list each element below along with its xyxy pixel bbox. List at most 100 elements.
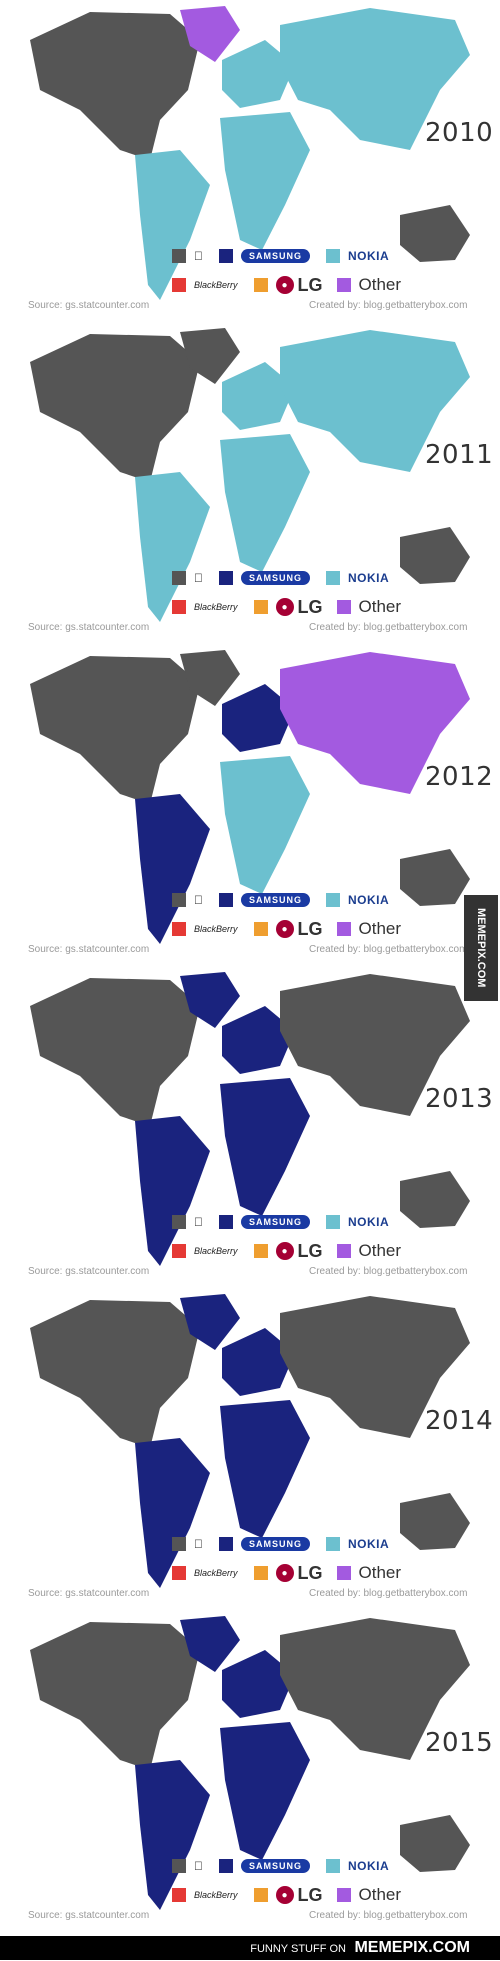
other-label: Other [358, 1563, 402, 1582]
nokia-swatch [326, 249, 341, 263]
region-greenland [180, 650, 240, 706]
blackberry-swatch [172, 1244, 186, 1258]
apple-icon:  [194, 571, 203, 585]
blackberry-swatch [172, 1566, 186, 1580]
source-text: Source: gs.statcounter.com [28, 1588, 150, 1599]
world-map [30, 328, 470, 622]
legend-row-1:  SAMSUNG NOKIA [172, 889, 389, 911]
lg-swatch [253, 1888, 268, 1902]
map-panel-2014: 2014  SAMSUNG NOKIA BlackBerry ●LG Othe… [0, 1288, 500, 1610]
region-south-america [135, 472, 210, 622]
blackberry-swatch [172, 600, 186, 614]
source-text: Source: gs.statcounter.com [28, 622, 150, 633]
other-swatch [336, 600, 351, 614]
year-label: 2014 [425, 1406, 494, 1436]
other-swatch [336, 1888, 351, 1902]
world-map [30, 1294, 470, 1588]
nokia-swatch [326, 1215, 341, 1229]
nokia-swatch [326, 571, 341, 585]
region-north-america [30, 1622, 200, 1770]
region-australia [400, 1171, 470, 1228]
region-asia [280, 330, 470, 472]
legend-row-1:  SAMSUNG NOKIA [172, 245, 389, 267]
other-label: Other [358, 275, 402, 294]
legend-row-2: BlackBerry ● LG Other [172, 1562, 401, 1584]
created-by-text: Created by: blog.getbatterybox.com [309, 300, 468, 311]
other-label: Other [358, 919, 402, 938]
world-map [30, 6, 470, 300]
region-north-america [30, 12, 200, 160]
lg-swatch [253, 922, 268, 936]
apple-icon:  [194, 1859, 203, 1873]
apple-icon:  [194, 249, 203, 263]
lg-icon: ● [275, 598, 294, 616]
lg-icon: ● [275, 1886, 294, 1904]
lg-logo: ● LG [275, 1885, 323, 1906]
lg-swatch [253, 1566, 268, 1580]
apple-swatch [172, 249, 186, 263]
nokia-logo: NOKIA [339, 1537, 389, 1551]
samsung-logo: SAMSUNG [241, 571, 311, 585]
map-panel-2012: 2012  SAMSUNG NOKIA BlackBerry ●LG Othe… [0, 644, 500, 966]
region-australia [400, 527, 470, 584]
region-asia [280, 1296, 470, 1438]
map-panel-2011: 2011  SAMSUNG NOKIA BlackBerry ●LG Othe… [0, 322, 500, 644]
region-asia [280, 8, 470, 150]
other-swatch [336, 1566, 351, 1580]
nokia-logo: NOKIA [339, 571, 389, 585]
region-north-america [30, 1300, 200, 1448]
world-map [30, 650, 470, 944]
lg-swatch [253, 1244, 268, 1258]
blackberry-swatch [172, 1888, 186, 1902]
region-greenland [180, 1616, 240, 1672]
world-map [30, 1616, 470, 1910]
blackberry-swatch [172, 922, 186, 936]
other-swatch [336, 278, 351, 292]
lg-icon: ● [275, 920, 294, 938]
region-asia [280, 1618, 470, 1760]
blackberry-logo: BlackBerry [194, 1246, 238, 1256]
region-africa [220, 1722, 310, 1860]
samsung-logo: SAMSUNG [241, 249, 311, 263]
source-text: Source: gs.statcounter.com [28, 300, 150, 311]
blackberry-logo: BlackBerry [194, 924, 238, 934]
region-europe [222, 362, 295, 430]
region-south-america [135, 794, 210, 944]
legend-row-1:  SAMSUNG NOKIA [172, 1533, 389, 1555]
blackberry-logo: BlackBerry [194, 602, 238, 612]
legend-row-1:  SAMSUNG NOKIA [172, 1855, 389, 1877]
source-text: Source: gs.statcounter.com [28, 1266, 150, 1277]
legend-row-2: BlackBerry ● LG Other [172, 274, 401, 296]
region-greenland [180, 972, 240, 1028]
lg-swatch [253, 278, 268, 292]
legend-row-2: BlackBerry ● LG Other [172, 1884, 401, 1906]
region-europe [222, 1650, 295, 1718]
region-australia [400, 849, 470, 906]
other-label: Other [358, 597, 402, 616]
legend-row-1:  SAMSUNG NOKIA [172, 567, 389, 589]
region-europe [222, 1328, 295, 1396]
footer-bar[interactable]: FUNNY STUFF ON MEMEPIX.COM [0, 1936, 500, 1960]
apple-icon:  [194, 1537, 203, 1551]
year-label: 2013 [425, 1084, 494, 1114]
nokia-swatch [326, 1859, 341, 1873]
region-south-america [135, 1116, 210, 1266]
footer-prefix: FUNNY STUFF ON [250, 1943, 346, 1955]
region-africa [220, 112, 310, 250]
footer-brand-link[interactable]: MEMEPIX.COM [354, 1939, 470, 1956]
blackberry-logo: BlackBerry [194, 1568, 238, 1578]
lg-icon: ● [275, 276, 294, 294]
region-greenland [180, 1294, 240, 1350]
source-text: Source: gs.statcounter.com [28, 944, 150, 955]
world-map [30, 972, 470, 1266]
created-by-text: Created by: blog.getbatterybox.com [309, 622, 468, 633]
region-greenland [180, 328, 240, 384]
memepix-side-tag: MEMEPIX.COM [464, 895, 498, 1001]
region-africa [220, 1078, 310, 1216]
region-australia [400, 205, 470, 262]
legend-row-2: BlackBerry ● LG Other [172, 596, 401, 618]
map-panel-2013: 2013  SAMSUNG NOKIA BlackBerry ●LG Othe… [0, 966, 500, 1288]
region-asia [280, 652, 470, 794]
samsung-swatch [219, 571, 233, 585]
lg-logo: ● LG [275, 597, 323, 618]
